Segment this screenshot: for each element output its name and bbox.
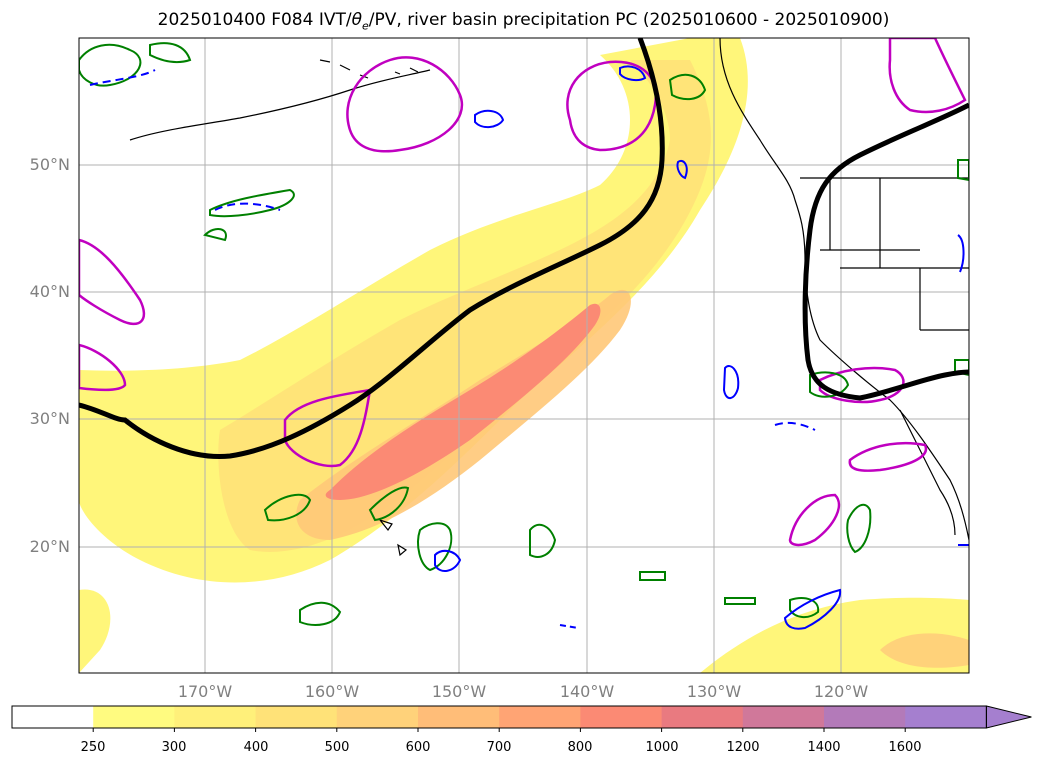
blue-contour-s1 bbox=[722, 365, 740, 399]
colorbar-label-600: 600 bbox=[405, 740, 431, 755]
colorbar-label-1400: 1400 bbox=[807, 740, 841, 755]
pv-contours bbox=[79, 38, 969, 460]
coastlines bbox=[129, 38, 969, 557]
colorbar-label-800: 800 bbox=[567, 740, 593, 755]
green-contour-e bbox=[954, 159, 969, 377]
green-contour-mid2 bbox=[203, 228, 227, 242]
colorbar-segment bbox=[12, 706, 94, 728]
lon-label-160w: 160°W bbox=[304, 682, 360, 701]
green-contour-mexico bbox=[846, 503, 872, 554]
colorbar-label-300: 300 bbox=[161, 740, 187, 755]
green-contour-ak bbox=[668, 73, 707, 101]
baja-coast bbox=[899, 409, 956, 536]
green-contour-socal bbox=[809, 371, 850, 398]
colorbar-label-250: 250 bbox=[80, 740, 106, 755]
ivt-shading bbox=[79, 38, 969, 673]
blue-contour-ne bbox=[957, 234, 965, 273]
blue-contour-s2 bbox=[434, 549, 462, 572]
colorbar-segment bbox=[174, 706, 257, 728]
lon-label-120w: 120°W bbox=[813, 682, 869, 701]
theta-subscript: e bbox=[362, 19, 369, 33]
lat-label-40n: 40°N bbox=[29, 282, 70, 301]
alaska-coast bbox=[129, 69, 431, 141]
colorbar-segment bbox=[824, 706, 906, 728]
green-contour-nw bbox=[79, 43, 142, 87]
green-contour-s1 bbox=[417, 522, 453, 572]
blue-contour-nw bbox=[89, 69, 156, 86]
blue-contour-s3 bbox=[559, 624, 579, 629]
lon-label-170w: 170°W bbox=[177, 682, 233, 701]
blue-contour-baja bbox=[774, 421, 816, 431]
map-panel bbox=[79, 38, 969, 673]
colorbar-segment bbox=[499, 706, 581, 728]
magenta-contour-ne bbox=[888, 38, 967, 114]
blue-contour-pnw bbox=[676, 159, 688, 180]
green-contour-hawaii2 bbox=[368, 486, 410, 522]
green-contour-s5 bbox=[724, 597, 756, 605]
colorbar-label-700: 700 bbox=[486, 740, 512, 755]
pv-contour-main bbox=[79, 38, 665, 460]
colorbar-segment bbox=[905, 706, 987, 728]
magenta-contour-sw bbox=[788, 493, 841, 547]
map-frame bbox=[78, 37, 970, 674]
colorbar-segment bbox=[93, 706, 175, 728]
positive-pc-contours bbox=[79, 38, 967, 547]
gridlines bbox=[79, 38, 969, 673]
green-contour-s2 bbox=[529, 523, 557, 558]
green-contour-s4 bbox=[639, 571, 666, 581]
magenta-contour-baja bbox=[848, 441, 928, 472]
colorbar-label-1600: 1600 bbox=[888, 740, 922, 755]
blue-contour-alaska bbox=[474, 109, 505, 128]
ivt-south-band bbox=[79, 589, 111, 673]
pv-contour-east bbox=[802, 102, 969, 401]
colorbar-segment bbox=[742, 706, 825, 728]
green-contour-mid-n bbox=[209, 188, 295, 218]
colorbar-label-1000: 1000 bbox=[645, 740, 679, 755]
colorbar-label-1200: 1200 bbox=[726, 740, 760, 755]
blue-contours bbox=[89, 65, 969, 630]
green-contour-se bbox=[789, 597, 820, 618]
magenta-contour-alaska bbox=[346, 56, 464, 153]
magenta-contour-west2 bbox=[79, 343, 127, 392]
lat-label-50n: 50°N bbox=[29, 155, 70, 174]
colorbar-segment bbox=[336, 706, 419, 728]
blue-contour-gulf bbox=[619, 65, 647, 82]
map-title: 2025010400 F084 IVT/θe/PV, river basin p… bbox=[0, 10, 1047, 32]
green-contour-n bbox=[149, 42, 192, 64]
magenta-contour-gulf bbox=[566, 60, 658, 152]
colorbar-label-500: 500 bbox=[324, 740, 350, 755]
theta-symbol: θ bbox=[351, 10, 362, 30]
ivt-southeast-core bbox=[880, 633, 969, 668]
green-contour-hawaii1 bbox=[263, 493, 312, 522]
colorbar-label-400: 400 bbox=[243, 740, 269, 755]
colorbar bbox=[11, 705, 1032, 732]
lon-label-140w: 140°W bbox=[559, 682, 615, 701]
lat-label-20n: 20°N bbox=[29, 537, 70, 556]
ivt-band-800 bbox=[325, 303, 601, 500]
colorbar-segment bbox=[661, 706, 744, 728]
magenta-contour-west bbox=[79, 238, 146, 326]
title-prefix: 2025010400 F084 IVT/ bbox=[157, 10, 352, 30]
pacific-northwest-coast bbox=[719, 38, 969, 541]
green-contour-s3 bbox=[299, 601, 342, 626]
magenta-contour-central bbox=[283, 388, 372, 468]
colorbar-segment bbox=[255, 706, 338, 728]
ivt-band-300 bbox=[218, 60, 711, 552]
blue-contour-se bbox=[783, 588, 842, 630]
hawaii-islands bbox=[378, 518, 408, 557]
green-contours bbox=[79, 42, 969, 626]
us-state-borders bbox=[800, 177, 969, 331]
colorbar-segment bbox=[580, 706, 663, 728]
lat-label-30n: 30°N bbox=[29, 409, 70, 428]
colorbar-segment bbox=[418, 706, 500, 728]
lon-label-130w: 130°W bbox=[686, 682, 742, 701]
blue-contour-mid bbox=[214, 202, 281, 211]
lon-label-150w: 150°W bbox=[431, 682, 487, 701]
colorbar-extend-arrow bbox=[985, 705, 1032, 729]
title-suffix: /PV, river basin precipitation PC (20250… bbox=[368, 10, 890, 30]
